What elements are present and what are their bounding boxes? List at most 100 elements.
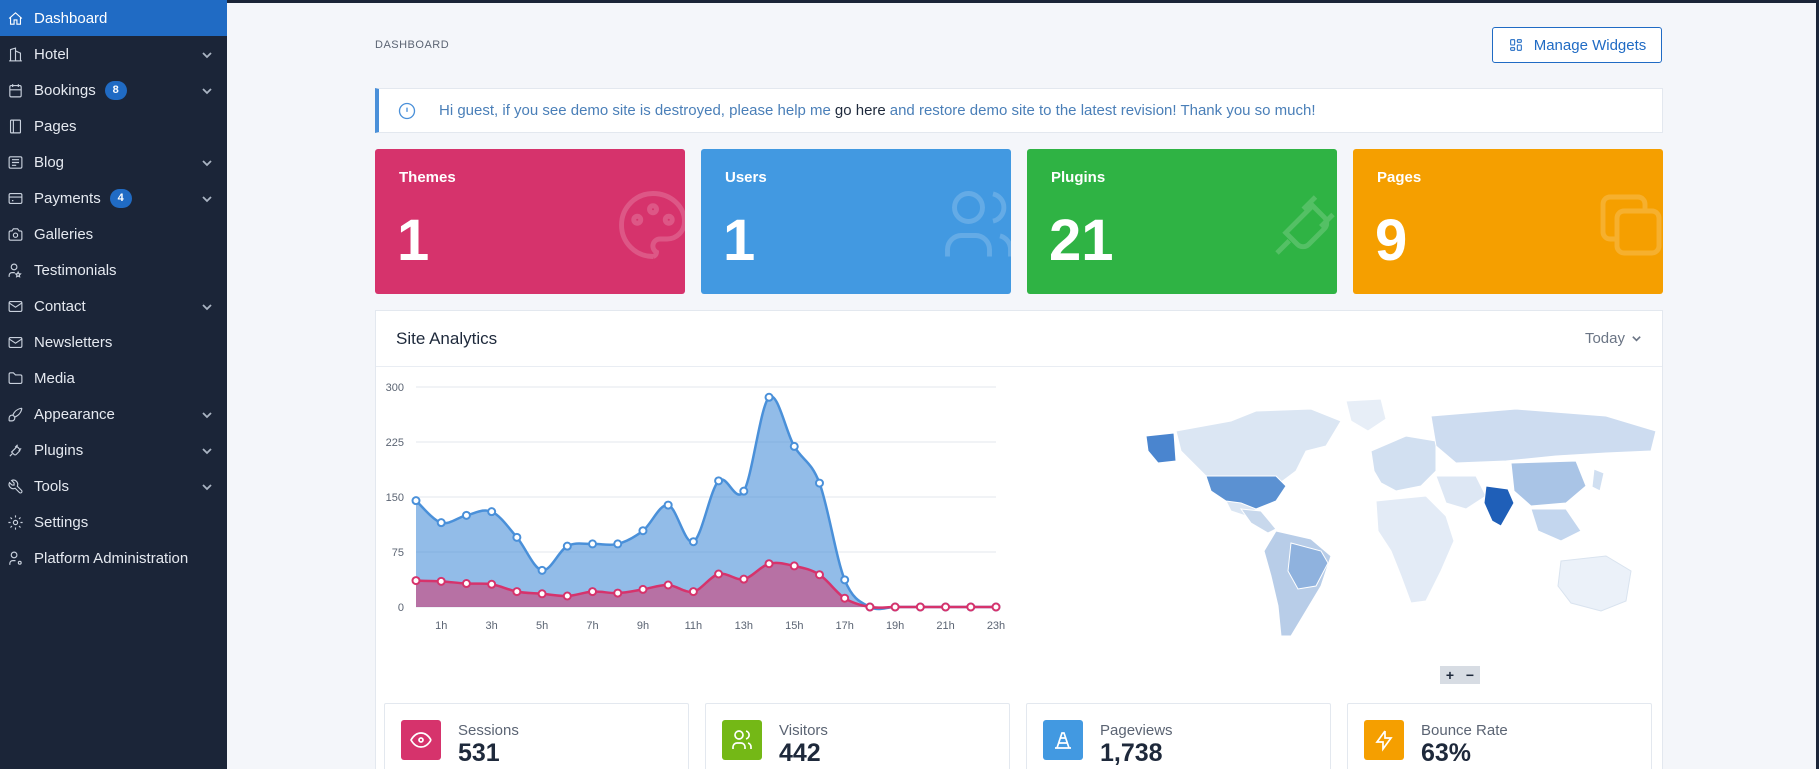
info-circle-icon: [398, 102, 416, 119]
series-b-point: [739, 574, 749, 584]
series-b-point: [613, 588, 623, 598]
home-icon: [6, 9, 24, 27]
chevron-down-icon: [201, 408, 213, 420]
series-a-point: [562, 541, 572, 551]
sidebar-item-contact[interactable]: Contact: [0, 288, 227, 324]
x-tick-label: 3h: [486, 620, 498, 632]
sidebar-item-label: Testimonials: [34, 261, 117, 279]
series-a-point: [537, 565, 547, 575]
series-a-point: [840, 575, 850, 585]
y-tick-label: 150: [386, 492, 404, 504]
alert-text-before: Hi guest, if you see demo site is destro…: [439, 102, 831, 119]
sidebar-item-label: Blog: [34, 153, 65, 171]
sidebar-item-newsletters[interactable]: Newsletters: [0, 324, 227, 360]
chevron-down-icon: [201, 192, 213, 204]
world-map: [1145, 398, 1657, 637]
stat-card-themes[interactable]: Themes 1: [375, 149, 685, 294]
sidebar-item-label: Settings: [34, 513, 89, 531]
stat-card-plugins[interactable]: Plugins 21: [1027, 149, 1337, 294]
map-region-brazil: [1287, 542, 1329, 590]
sidebar-item-media[interactable]: Media: [0, 360, 227, 396]
sidebar-item-bookings[interactable]: Bookings 8: [0, 72, 227, 108]
sidebar-item-label: Payments: [34, 189, 101, 207]
metric-label: Sessions: [458, 722, 519, 739]
series-b-point: [764, 559, 774, 569]
sidebar-item-label: Platform Administration: [34, 549, 189, 567]
map-region-russia: [1430, 408, 1657, 464]
sidebar-item-payments[interactable]: Payments 4: [0, 180, 227, 216]
book-icon: [6, 117, 24, 135]
alert-link[interactable]: go here: [834, 102, 886, 119]
series-b-point: [436, 576, 446, 586]
sidebar-item-galleries[interactable]: Galleries: [0, 216, 227, 252]
palette-icon: [611, 183, 685, 267]
sidebar-item-dashboard[interactable]: Dashboard: [0, 0, 227, 36]
stat-card-pages[interactable]: Pages 9: [1353, 149, 1663, 294]
series-b-point: [688, 587, 698, 597]
sidebar-item-tools[interactable]: Tools: [0, 468, 227, 504]
range-dropdown[interactable]: Today: [1585, 330, 1642, 347]
manage-widgets-label: Manage Widgets: [1533, 36, 1647, 54]
metric-visitors: Visitors 442: [705, 703, 1010, 769]
chevron-down-icon: [1632, 336, 1641, 342]
sidebar-item-label: Plugins: [34, 441, 84, 459]
map-region-australia: [1557, 555, 1632, 612]
stat-card-users[interactable]: Users 1: [701, 149, 1011, 294]
sidebar-item-label: Newsletters: [34, 333, 113, 351]
sidebar-item-label: Bookings: [34, 81, 96, 99]
manage-widgets-button[interactable]: Manage Widgets: [1492, 27, 1662, 63]
metric-label: Visitors: [779, 722, 828, 739]
sidebar-item-settings[interactable]: Settings: [0, 504, 227, 540]
tool-icon: [6, 477, 24, 495]
x-tick-label: 23h: [987, 620, 1005, 632]
sidebar-item-appearance[interactable]: Appearance: [0, 396, 227, 432]
stat-title: Themes: [399, 169, 456, 186]
map-region-china: [1510, 460, 1587, 507]
stat-title: Pages: [1377, 169, 1422, 186]
x-tick-label: 21h: [936, 620, 954, 632]
mail-icon: [6, 297, 24, 315]
page-pretitle: DASHBOARD: [375, 39, 450, 51]
series-a-area: [416, 396, 996, 610]
count-badge: 4: [109, 188, 132, 208]
sidebar-item-testimonials[interactable]: Testimonials: [0, 252, 227, 288]
series-a-point: [764, 392, 774, 402]
series-a-point: [739, 486, 749, 496]
map-zoom-in-button[interactable]: +: [1440, 666, 1460, 684]
calendar-icon: [6, 81, 24, 99]
series-b-point: [537, 589, 547, 599]
series-b-point: [411, 576, 421, 586]
sidebar-item-hotel[interactable]: Hotel: [0, 36, 227, 72]
map-region-middle-east: [1435, 475, 1487, 510]
bolt-icon: [1364, 720, 1404, 760]
map-region-africa: [1375, 495, 1455, 604]
sidebar-item-label: Galleries: [34, 225, 94, 243]
sidebar-item-label: Hotel: [34, 45, 70, 63]
sidebar-item-blog[interactable]: Blog: [0, 144, 227, 180]
series-a-point: [688, 537, 698, 547]
gear-icon: [6, 513, 24, 531]
x-tick-label: 17h: [836, 620, 854, 632]
series-b-point: [941, 602, 951, 612]
x-tick-label: 11h: [685, 620, 703, 632]
x-tick-label: 1h: [435, 620, 447, 632]
sidebar-item-label: Pages: [34, 117, 77, 135]
camera-icon: [6, 225, 24, 243]
stat-value: 1: [397, 208, 430, 273]
sidebar-item-pages[interactable]: Pages: [0, 108, 227, 144]
users-icon: [937, 183, 1011, 267]
sidebar-item-platform-administration[interactable]: Platform Administration: [0, 540, 227, 576]
chevron-down-icon: [201, 444, 213, 456]
series-b-point: [487, 579, 497, 589]
sidebar-item-plugins[interactable]: Plugins: [0, 432, 227, 468]
metric-label: Pageviews: [1100, 722, 1173, 739]
traffic-cone-icon: [1043, 720, 1083, 760]
users-icon: [722, 720, 762, 760]
y-tick-label: 0: [398, 602, 404, 614]
map-region-usa: [1205, 475, 1287, 510]
layout-dashboard-icon: [1509, 39, 1522, 51]
map-zoom-out-button[interactable]: −: [1460, 666, 1480, 684]
folder-icon: [6, 369, 24, 387]
map-region-central-america: [1239, 508, 1277, 534]
x-tick-label: 19h: [886, 620, 904, 632]
